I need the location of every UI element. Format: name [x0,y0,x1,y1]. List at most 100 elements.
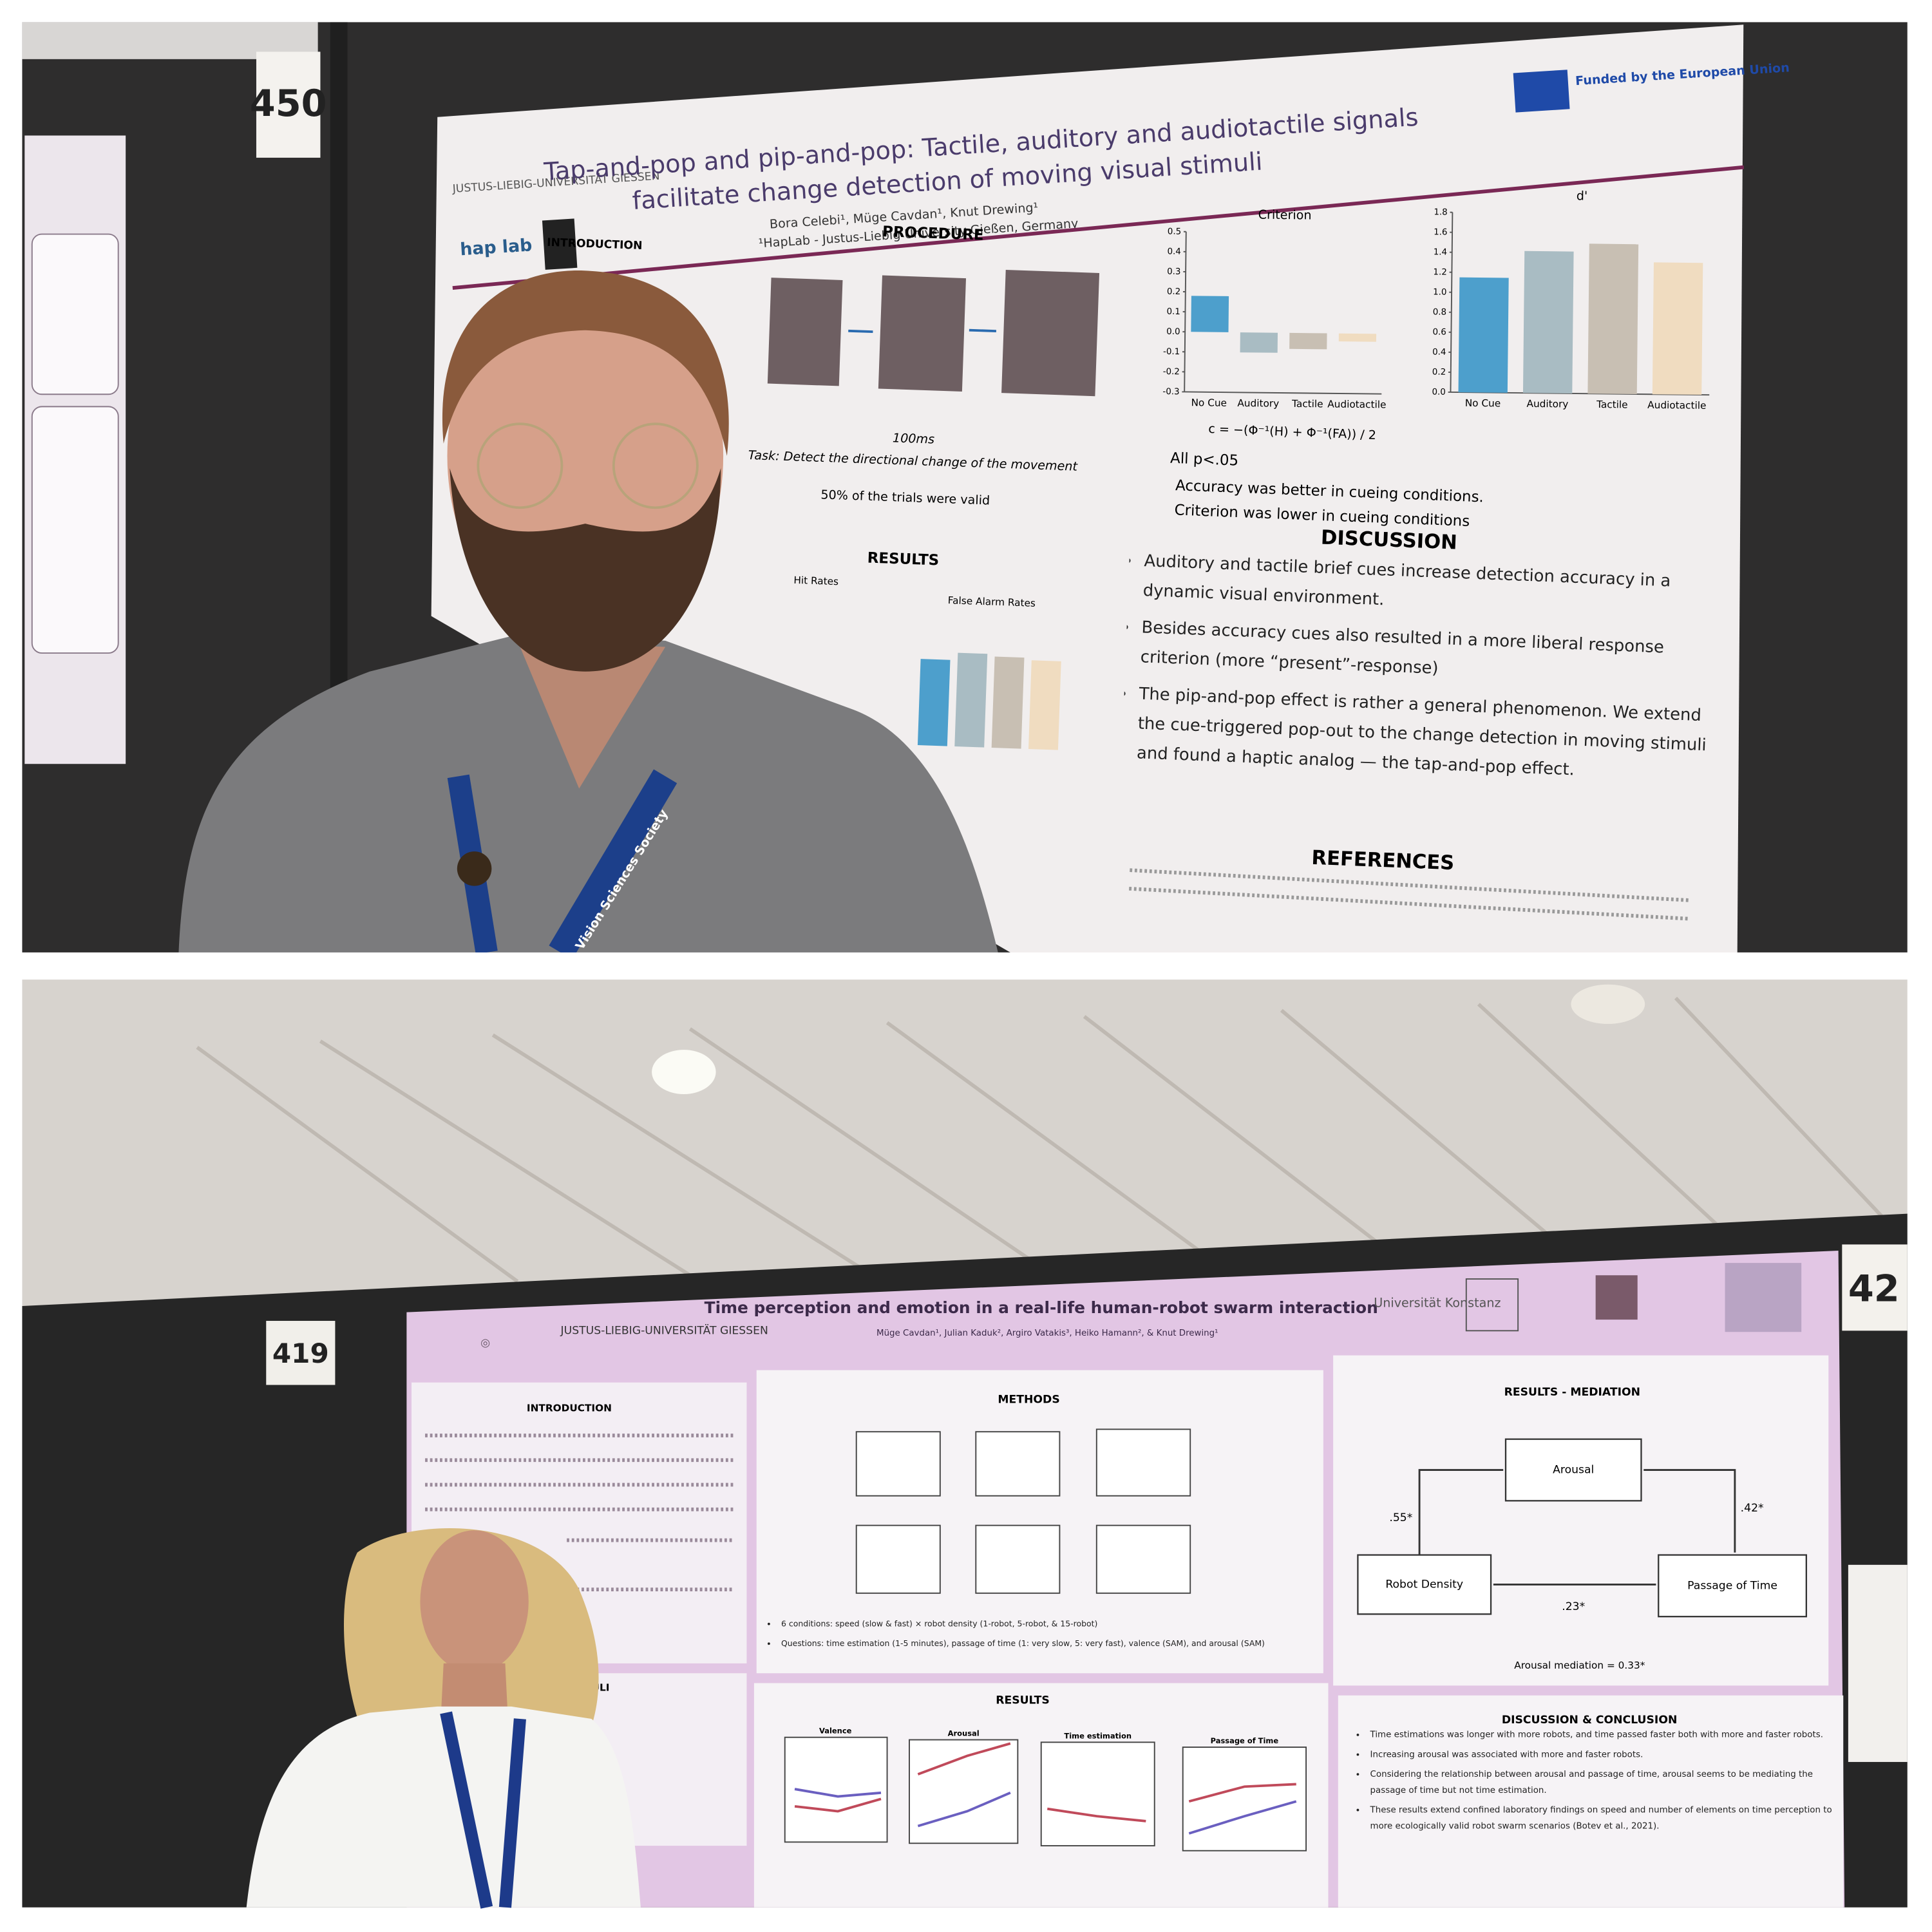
logo [1595,1275,1638,1320]
top-photo: 450 JUSTUS-LIEBIG-UNIVERSITÄT GIESSEN ha… [22,22,1907,952]
edge-label: .55* [1389,1511,1412,1524]
chart-title: False Alarm Rates [948,594,1036,609]
bottom-photo: 419 42 ◎ JUSTUS-LIEBIG-UNIVERSITÄT GIESS… [22,980,1907,1908]
bar [1240,332,1278,353]
logo [1465,1278,1519,1332]
bar-illustration [1028,660,1061,750]
bar [1522,251,1574,393]
discussion-list: Time estimations was longer with more ro… [1356,1727,1836,1834]
bar [1338,333,1377,342]
y-tick-label: 0.8 [1433,308,1446,317]
qr-code [1725,1263,1802,1332]
neighbour-box [31,233,119,395]
university: JUSTUS-LIEBIG-UNIVERSITÄT GIESSEN [560,1323,768,1337]
stimulus-frame [767,278,843,386]
person [246,1528,641,1909]
trajectory-plots [855,1428,1191,1594]
board-card [1842,1244,1908,1331]
y-tick-label: -0.2 [1163,367,1180,377]
section-heading: REFERENCES [1311,847,1455,875]
methods-list: 6 conditions: speed (slow & fast) × robo… [766,1616,1318,1651]
x-tick-label: Auditory [1526,398,1568,410]
beard [450,468,721,672]
section-heading: RESULTS - MEDIATION [1504,1386,1640,1399]
methods-bullet: Questions: time estimation (1-5 minutes)… [781,1636,1318,1651]
y-tick-label: 1.2 [1433,267,1446,277]
hair [442,270,729,456]
lanyard [440,1711,493,1909]
panel-title: Valence [819,1727,852,1736]
discussion-list: Auditory and tactile brief cues increase… [1121,546,1718,790]
x-tick-label: Auditory [1237,397,1279,410]
mediation-note: Arousal mediation = 0.33* [1514,1660,1645,1671]
bar-illustration [991,656,1025,749]
discussion-bullet: Considering the relationship between aro… [1370,1767,1836,1799]
bar-illustration [954,652,988,748]
lamp [652,1050,716,1094]
section-heading: RESULTS [867,550,939,569]
section-heading: METHODS [998,1393,1059,1406]
bar [1652,262,1703,395]
panel-title: Passage of Time [1211,1736,1279,1745]
stimulus-frame [878,275,967,392]
x-tick-label: Audiotactile [1647,399,1706,412]
section-heading: DISCUSSION [1320,527,1457,554]
y-tick-label: 0.4 [1167,247,1180,257]
mediation-box [1333,1355,1829,1686]
lab-logo: ◎ [480,1336,490,1349]
y-tick-label: -0.3 [1162,387,1179,397]
neighbour-poster [1848,1564,1908,1762]
qr-code [542,218,578,270]
next-board-number: 42 [1848,1267,1900,1311]
section-heading: DISCUSSION & CONCLUSION [1502,1714,1677,1727]
y-tick-label: 1.0 [1433,287,1446,297]
discussion-bullet: Besides accuracy cues also resulted in a… [1140,613,1716,694]
shirt [178,634,998,952]
neck [517,640,666,789]
bar [1587,243,1639,395]
panel-title: Time estimation [1064,1731,1132,1740]
lanyard [549,769,677,960]
konstanz: Universität Konstanz [1374,1296,1501,1311]
lab-logo: hap lab [459,235,533,260]
separator [0,952,1932,980]
node-label: Passage of Time [1687,1579,1777,1592]
node-label: Robot Density [1385,1578,1463,1591]
discussion-text: Time estimations was longer with more ro… [1356,1727,1836,1907]
edge-label: .23* [1562,1600,1585,1613]
discussion-bullet: Increasing arousal was associated with m… [1370,1747,1836,1763]
pin [457,851,492,886]
stimulus-frame [1001,269,1100,397]
x-tick-label: No Cue [1191,397,1227,409]
blouse [246,1706,641,1908]
y-tick-label: -0.1 [1163,347,1180,357]
board-number: 419 [272,1338,329,1369]
axis-line [1450,212,1454,392]
y-tick-label: 0.0 [1166,327,1180,337]
timing: 100ms [893,430,935,446]
neck [440,1663,508,1713]
result-lines [794,1742,1297,1835]
authors: Müge Cavdan¹, Julian Kaduk², Argiro Vata… [876,1329,1218,1338]
face [420,1530,529,1674]
chart-title: d' [1577,188,1588,203]
section-heading: INTRODUCTION [527,1402,612,1414]
axis-line [1184,231,1187,392]
discussion-bullet: The pip-and-pop effect is rather a gener… [1136,679,1713,790]
header-rule [452,165,1745,290]
y-tick-label: 1.6 [1434,227,1447,237]
y-tick-label: 0.2 [1167,287,1180,297]
neighbour-box [31,406,119,654]
person: Vision Sciences Society [178,270,998,960]
methods-box [756,1370,1323,1674]
discussion-block: Auditory and tactile brief cues increase… [1121,546,1718,790]
axis-line [1184,391,1382,395]
discussion-bullet: These results extend confined laboratory… [1370,1803,1836,1835]
lanyard [498,1718,526,1908]
intro-text [425,1434,734,1591]
discussion-block: Time estimations was longer with more ro… [1356,1727,1836,1834]
y-tick-label: 1.4 [1434,247,1447,257]
section-heading: RESULTS [996,1694,1050,1707]
